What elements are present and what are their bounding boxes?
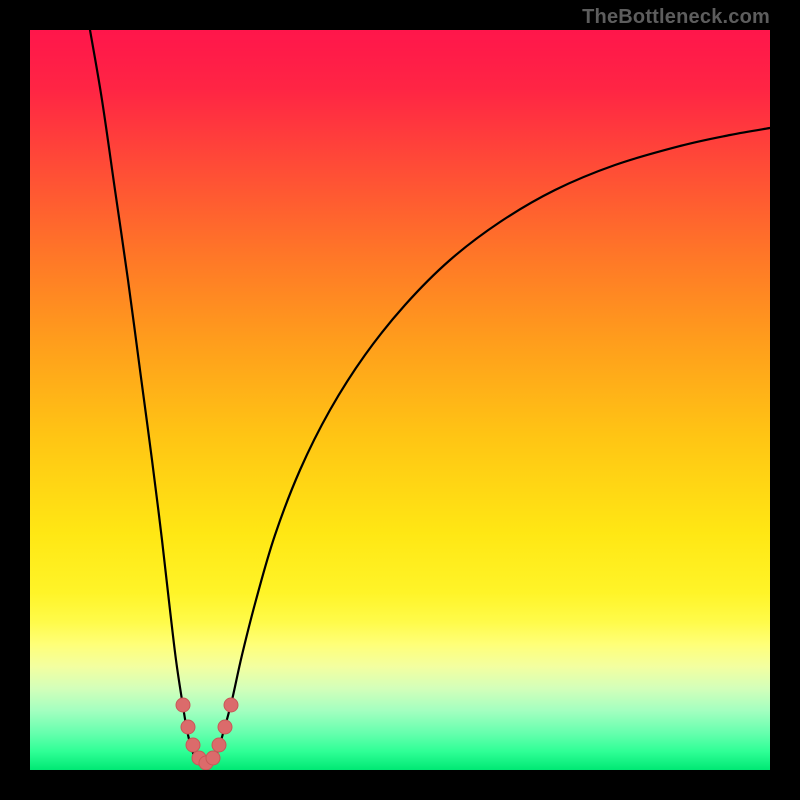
- plot-area: [30, 30, 770, 770]
- watermark-text: TheBottleneck.com: [582, 6, 770, 29]
- curve-marker: [206, 751, 220, 765]
- curve-right-branch: [205, 128, 770, 768]
- curve-marker: [181, 720, 195, 734]
- curve-marker: [212, 738, 226, 752]
- curve-marker: [224, 698, 238, 712]
- curve-marker: [176, 698, 190, 712]
- curve-marker: [186, 738, 200, 752]
- bottleneck-curve: [30, 30, 770, 770]
- chart-frame: TheBottleneck.com: [0, 0, 800, 800]
- curve-marker: [218, 720, 232, 734]
- curve-markers: [176, 698, 238, 770]
- curve-left-branch: [90, 30, 205, 768]
